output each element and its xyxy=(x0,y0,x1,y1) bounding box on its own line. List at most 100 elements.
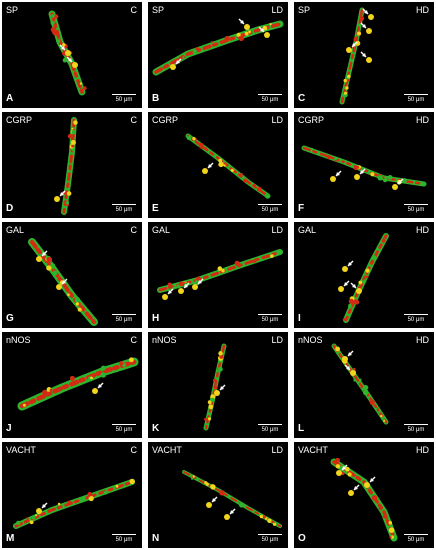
fluorescent-speck xyxy=(129,478,135,485)
micrograph-panel-g: GAL C G 50 μm xyxy=(2,222,142,328)
scale-bar-label: 50 μm xyxy=(115,537,133,543)
fluorescent-speck xyxy=(343,78,347,83)
fluorescent-speck xyxy=(57,502,61,506)
fluorescent-speck xyxy=(370,172,375,177)
scale-bar: 50 μm xyxy=(258,94,282,104)
marker-label: CGRP xyxy=(152,115,179,125)
white-arrow-icon xyxy=(61,278,68,285)
fluorescent-speck xyxy=(262,25,268,31)
fluorescent-speck xyxy=(252,259,256,263)
fluorescent-speck xyxy=(52,268,55,271)
fluorescent-speck xyxy=(218,158,223,163)
colocalized-spot xyxy=(72,62,78,68)
fluorescent-speck xyxy=(62,43,66,47)
fluorescent-speck xyxy=(70,140,76,145)
fluorescent-speck xyxy=(192,475,195,478)
colocalized-spot xyxy=(348,490,354,496)
group-label: HD xyxy=(416,335,429,345)
fluorescent-speck xyxy=(311,147,314,150)
white-arrow-icon xyxy=(59,190,66,197)
colocalized-spot xyxy=(36,508,42,514)
scale-bar-label: 50 μm xyxy=(261,97,279,103)
fluorescent-speck xyxy=(259,514,264,519)
white-arrow-icon xyxy=(41,250,48,257)
scale-bar-line xyxy=(258,94,282,95)
white-arrow-icon xyxy=(351,41,358,48)
colocalized-spot xyxy=(92,388,98,394)
fluorescent-speck xyxy=(50,263,56,269)
panel-letter: J xyxy=(6,423,12,434)
fluorescent-speck xyxy=(378,506,383,511)
fluorescent-speck xyxy=(207,417,212,421)
white-arrow-icon xyxy=(175,58,182,65)
scale-bar: 50 μm xyxy=(258,314,282,324)
micrograph-panel-h: GAL LD H 50 μm xyxy=(148,222,288,328)
marker-label: VACHT xyxy=(6,445,36,455)
fluorescent-speck xyxy=(345,86,349,90)
fluorescent-speck xyxy=(217,266,223,271)
group-label: C xyxy=(130,335,138,345)
white-arrow-icon xyxy=(238,18,245,25)
micrograph-panel-c: SP HD C 50 μm xyxy=(294,2,434,108)
fluorescent-speck xyxy=(267,518,272,523)
fluorescent-speck xyxy=(359,378,362,381)
scale-bar: 50 μm xyxy=(112,204,136,214)
fluorescent-speck xyxy=(67,500,71,504)
marker-label: VACHT xyxy=(152,445,182,455)
scale-bar-label: 50 μm xyxy=(407,207,425,213)
colocalized-spot xyxy=(392,184,398,190)
colocalized-spot xyxy=(354,174,360,180)
fluorescent-speck xyxy=(95,491,98,494)
panel-letter: M xyxy=(6,533,15,544)
scale-bar: 50 μm xyxy=(404,94,428,104)
fluorescent-speck xyxy=(66,191,72,196)
fluorescent-speck xyxy=(371,495,378,501)
fluorescent-speck xyxy=(218,351,223,356)
fluorescent-speck xyxy=(210,41,213,43)
fluorescent-speck xyxy=(210,397,215,403)
fluorescent-speck xyxy=(362,384,369,391)
nerve-fiber-image xyxy=(28,238,98,326)
scale-bar: 50 μm xyxy=(112,314,136,324)
colocalized-spot xyxy=(336,470,342,476)
scale-bar: 50 μm xyxy=(112,424,136,434)
fluorescent-speck xyxy=(100,372,106,378)
fluorescent-speck xyxy=(72,134,75,138)
panel-letter: E xyxy=(152,203,159,214)
fluorescent-speck xyxy=(51,14,55,18)
nerve-fiber-image xyxy=(48,10,87,96)
micrograph-panel-n: VACHT LD N 50 μm xyxy=(148,442,288,548)
scale-bar: 50 μm xyxy=(112,534,136,544)
group-label: HD xyxy=(416,115,429,125)
group-label: LD xyxy=(271,5,283,15)
scale-bar-label: 50 μm xyxy=(115,207,133,213)
white-arrow-icon xyxy=(359,168,366,175)
panel-letter: L xyxy=(298,423,305,434)
fluorescent-speck xyxy=(176,284,180,288)
white-arrow-icon xyxy=(167,288,174,295)
scale-bar-line xyxy=(404,314,428,315)
panel-letter: A xyxy=(6,93,14,104)
fluorescent-speck xyxy=(382,515,386,518)
micrograph-panel-o: VACHT HD O 50 μm xyxy=(294,442,434,548)
fluorescent-speck xyxy=(46,256,53,263)
fluorescent-speck xyxy=(52,270,58,276)
white-arrow-icon xyxy=(369,476,376,483)
fluorescent-speck xyxy=(223,164,226,167)
marker-label: nNOS xyxy=(6,335,31,345)
scale-bar: 50 μm xyxy=(258,424,282,434)
micrograph-panel-f: CGRP HD F 50 μm xyxy=(294,112,434,218)
white-arrow-icon xyxy=(335,170,342,177)
fluorescent-speck xyxy=(354,299,360,305)
fluorescent-speck xyxy=(345,466,350,472)
scale-bar: 50 μm xyxy=(404,204,428,214)
nerve-fiber-image xyxy=(338,233,389,323)
fluorescent-speck xyxy=(385,519,389,522)
fluorescent-speck xyxy=(212,484,216,488)
fluorescent-speck xyxy=(388,527,395,533)
scale-bar-line xyxy=(404,424,428,425)
white-arrow-icon xyxy=(207,162,214,169)
fluorescent-speck xyxy=(62,57,68,63)
white-arrow-icon xyxy=(219,384,226,391)
fluorescent-speck xyxy=(67,133,73,139)
